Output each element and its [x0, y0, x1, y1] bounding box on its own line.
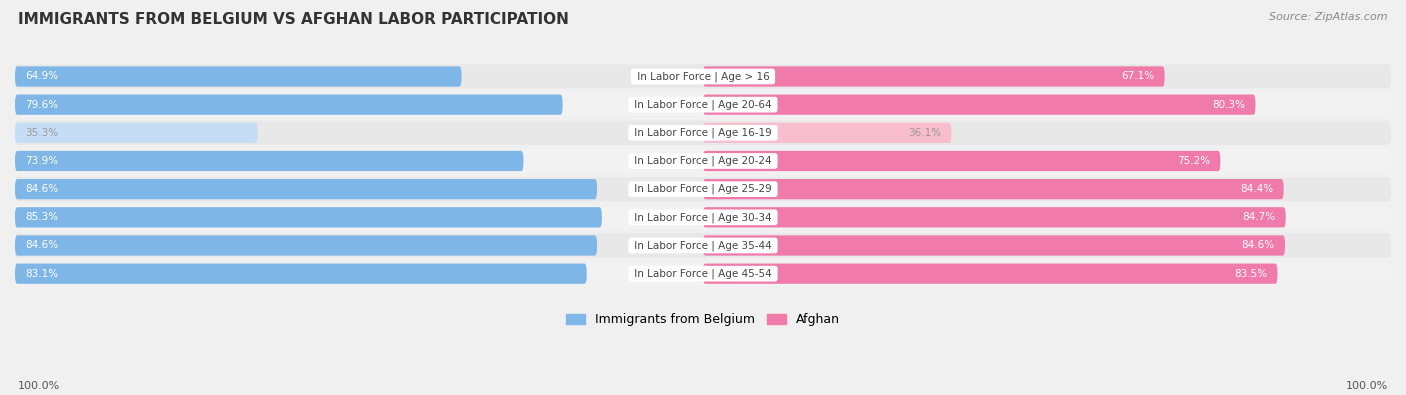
Text: In Labor Force | Age > 16: In Labor Force | Age > 16: [634, 71, 772, 82]
Text: 100.0%: 100.0%: [1346, 381, 1388, 391]
FancyBboxPatch shape: [703, 66, 1164, 87]
FancyBboxPatch shape: [15, 207, 602, 228]
FancyBboxPatch shape: [15, 121, 1391, 145]
Text: 64.9%: 64.9%: [25, 71, 59, 81]
FancyBboxPatch shape: [15, 205, 1391, 229]
Text: 80.3%: 80.3%: [1212, 100, 1246, 110]
Text: 84.4%: 84.4%: [1240, 184, 1274, 194]
Text: In Labor Force | Age 16-19: In Labor Force | Age 16-19: [631, 128, 775, 138]
Text: IMMIGRANTS FROM BELGIUM VS AFGHAN LABOR PARTICIPATION: IMMIGRANTS FROM BELGIUM VS AFGHAN LABOR …: [18, 12, 569, 27]
Text: 84.7%: 84.7%: [1243, 213, 1275, 222]
FancyBboxPatch shape: [15, 64, 1391, 88]
FancyBboxPatch shape: [15, 179, 598, 199]
Text: In Labor Force | Age 45-54: In Labor Force | Age 45-54: [631, 269, 775, 279]
Text: 35.3%: 35.3%: [25, 128, 59, 138]
FancyBboxPatch shape: [15, 177, 1391, 201]
FancyBboxPatch shape: [703, 179, 1284, 199]
Text: 83.1%: 83.1%: [25, 269, 59, 278]
FancyBboxPatch shape: [15, 66, 461, 87]
FancyBboxPatch shape: [15, 92, 1391, 117]
Text: 73.9%: 73.9%: [25, 156, 59, 166]
Text: 84.6%: 84.6%: [1241, 241, 1275, 250]
Text: In Labor Force | Age 30-34: In Labor Force | Age 30-34: [631, 212, 775, 222]
FancyBboxPatch shape: [703, 263, 1278, 284]
FancyBboxPatch shape: [703, 207, 1285, 228]
Text: 36.1%: 36.1%: [908, 128, 941, 138]
Text: 100.0%: 100.0%: [18, 381, 60, 391]
Text: 79.6%: 79.6%: [25, 100, 59, 110]
FancyBboxPatch shape: [703, 123, 952, 143]
FancyBboxPatch shape: [15, 151, 523, 171]
Text: 75.2%: 75.2%: [1177, 156, 1211, 166]
Text: In Labor Force | Age 35-44: In Labor Force | Age 35-44: [631, 240, 775, 251]
Text: 67.1%: 67.1%: [1121, 71, 1154, 81]
Text: 84.6%: 84.6%: [25, 184, 59, 194]
FancyBboxPatch shape: [15, 261, 1391, 286]
Text: In Labor Force | Age 25-29: In Labor Force | Age 25-29: [631, 184, 775, 194]
Text: In Labor Force | Age 20-64: In Labor Force | Age 20-64: [631, 100, 775, 110]
Text: 83.5%: 83.5%: [1234, 269, 1267, 278]
FancyBboxPatch shape: [703, 151, 1220, 171]
FancyBboxPatch shape: [15, 94, 562, 115]
Text: In Labor Force | Age 20-24: In Labor Force | Age 20-24: [631, 156, 775, 166]
Text: 84.6%: 84.6%: [25, 241, 59, 250]
FancyBboxPatch shape: [703, 94, 1256, 115]
FancyBboxPatch shape: [703, 235, 1285, 256]
Legend: Immigrants from Belgium, Afghan: Immigrants from Belgium, Afghan: [561, 308, 845, 331]
Text: Source: ZipAtlas.com: Source: ZipAtlas.com: [1270, 12, 1388, 22]
Text: 85.3%: 85.3%: [25, 213, 59, 222]
FancyBboxPatch shape: [15, 123, 257, 143]
FancyBboxPatch shape: [15, 233, 1391, 258]
FancyBboxPatch shape: [15, 263, 586, 284]
FancyBboxPatch shape: [15, 235, 598, 256]
FancyBboxPatch shape: [15, 149, 1391, 173]
